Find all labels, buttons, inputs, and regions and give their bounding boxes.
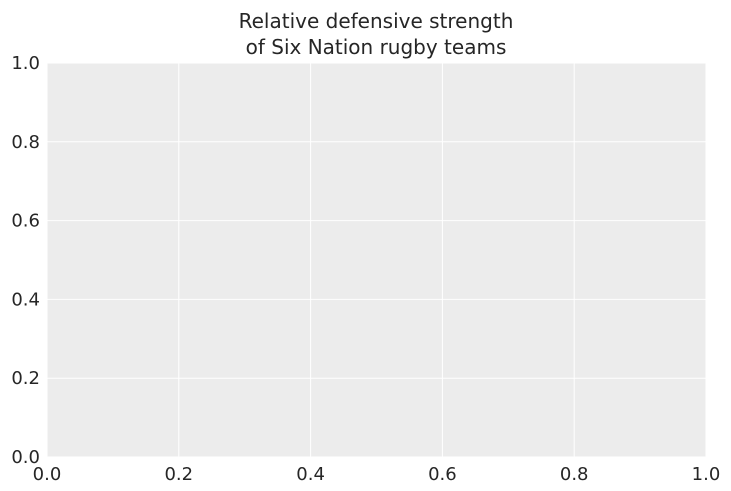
y-tick-label: 0.0 <box>11 447 40 468</box>
x-tick-label: 0.4 <box>296 464 325 485</box>
y-tick-label: 0.6 <box>11 211 40 232</box>
y-tick-labels: 0.0 0.2 0.4 0.6 0.8 1.0 <box>11 53 40 468</box>
x-tick-label: 0.2 <box>164 464 193 485</box>
x-tick-label: 0.6 <box>428 464 457 485</box>
y-tick-label: 0.2 <box>11 368 40 389</box>
x-tick-label: 1.0 <box>692 464 721 485</box>
y-tick-label: 0.4 <box>11 289 40 310</box>
y-tick-label: 0.8 <box>11 132 40 153</box>
chart-title-line-1: Relative defensive strength <box>239 9 514 33</box>
y-tick-label: 1.0 <box>11 53 40 74</box>
plot-area <box>47 63 706 457</box>
x-tick-label: 0.8 <box>560 464 589 485</box>
chart-title-line-2: of Six Nation rugby teams <box>246 35 507 59</box>
x-tick-labels: 0.0 0.2 0.4 0.6 0.8 1.0 <box>33 464 721 485</box>
